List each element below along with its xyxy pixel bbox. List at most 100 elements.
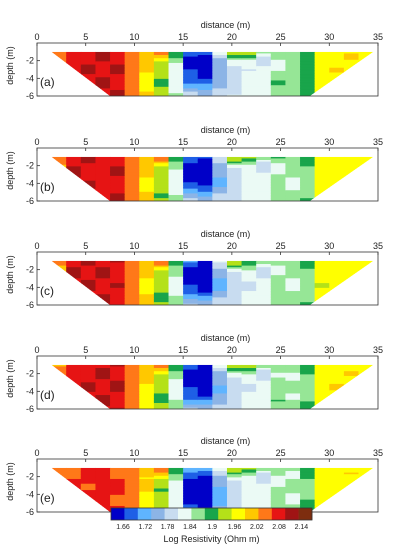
section-cell [80, 486, 97, 490]
section-cell [95, 396, 111, 399]
section-cell [124, 284, 140, 287]
section-cell [66, 160, 82, 163]
section-cell [183, 70, 199, 74]
section-cell [256, 83, 272, 86]
colorbar-swatch [218, 508, 232, 520]
section-cell [153, 260, 170, 264]
section-cell [270, 78, 287, 82]
section-cell [256, 467, 272, 471]
section-cell [358, 260, 374, 264]
section-cell [80, 507, 97, 510]
section-cell [153, 193, 170, 196]
section-cell [212, 183, 228, 187]
section-cell [183, 82, 199, 85]
section-cell [314, 85, 330, 88]
section-cell [343, 388, 360, 391]
section-cell [139, 396, 155, 399]
section-cell [212, 55, 228, 58]
section-cell [358, 467, 374, 471]
section-cell [329, 187, 345, 190]
section-cell [139, 161, 155, 164]
section-cell [124, 179, 140, 182]
section-cell [256, 368, 272, 371]
section-cell [197, 51, 213, 55]
section-cell [226, 303, 243, 305]
section-cell [300, 482, 316, 485]
section-cell [329, 55, 345, 58]
section-cell [343, 375, 360, 379]
section-cell [300, 199, 316, 201]
section-cell [226, 491, 243, 494]
section-cell [212, 74, 228, 77]
section-cell [110, 471, 126, 474]
section-cell [168, 504, 184, 507]
section-cell [51, 262, 67, 265]
section-cell [343, 493, 360, 496]
section-cell [241, 185, 257, 188]
section-cell [285, 61, 301, 64]
section-cell [343, 287, 360, 291]
section-cell [139, 183, 155, 187]
section-cell [110, 59, 126, 62]
section-cell [212, 185, 228, 188]
section-cell [256, 58, 272, 61]
section-cell [300, 80, 316, 83]
section-cell [110, 383, 126, 387]
section-cell [80, 284, 97, 287]
section-cell [226, 396, 243, 399]
section-cell [183, 59, 199, 62]
section-cell [95, 364, 111, 368]
section-cell [168, 163, 184, 166]
section-cell [183, 382, 199, 385]
section-cell [197, 174, 213, 177]
section-cell [314, 156, 330, 160]
section-cell [51, 471, 67, 474]
x-tick-label: 20 [227, 241, 237, 251]
section-cell [80, 401, 97, 404]
section-cell [66, 185, 82, 188]
y-axis-label: depth (m) [5, 359, 15, 398]
section-cell [139, 504, 155, 507]
section-cell [256, 94, 272, 96]
section-cell [270, 265, 287, 268]
section-cell [66, 286, 82, 289]
section-cell [270, 295, 287, 298]
section-cell [139, 385, 155, 388]
section-cell [256, 158, 272, 161]
y-axis-label: depth (m) [5, 151, 15, 190]
section-cell [153, 368, 170, 371]
section-cell [95, 279, 111, 283]
section-cell [256, 174, 272, 177]
section-cell [270, 163, 287, 166]
section-cell [241, 169, 257, 172]
section-cell [66, 53, 82, 56]
section-cell [95, 374, 111, 377]
section-cell [183, 291, 199, 294]
section-cell [241, 163, 257, 166]
section-cell [358, 171, 374, 174]
section-cell [212, 474, 228, 477]
section-cell [110, 297, 126, 300]
section-cell [66, 498, 82, 501]
section-cell [197, 380, 213, 383]
section-cell [168, 164, 184, 167]
x-tick-label: 0 [34, 137, 39, 147]
section-cell [226, 58, 243, 61]
section-cell [51, 62, 67, 66]
section-cell [168, 371, 184, 374]
section-cell [139, 175, 155, 179]
section-cell [80, 265, 97, 268]
section-cell [270, 177, 287, 180]
section-cell [110, 171, 126, 174]
section-cell [256, 395, 272, 398]
section-cell [256, 298, 272, 302]
section-cell [66, 393, 82, 396]
section-cell [51, 264, 67, 267]
section-cell [285, 70, 301, 74]
section-cell [226, 158, 243, 161]
section-cell [124, 504, 140, 507]
section-cell [110, 402, 126, 406]
section-cell [110, 156, 126, 160]
y-tick-label: -4 [26, 73, 34, 83]
section-cell [314, 375, 330, 379]
